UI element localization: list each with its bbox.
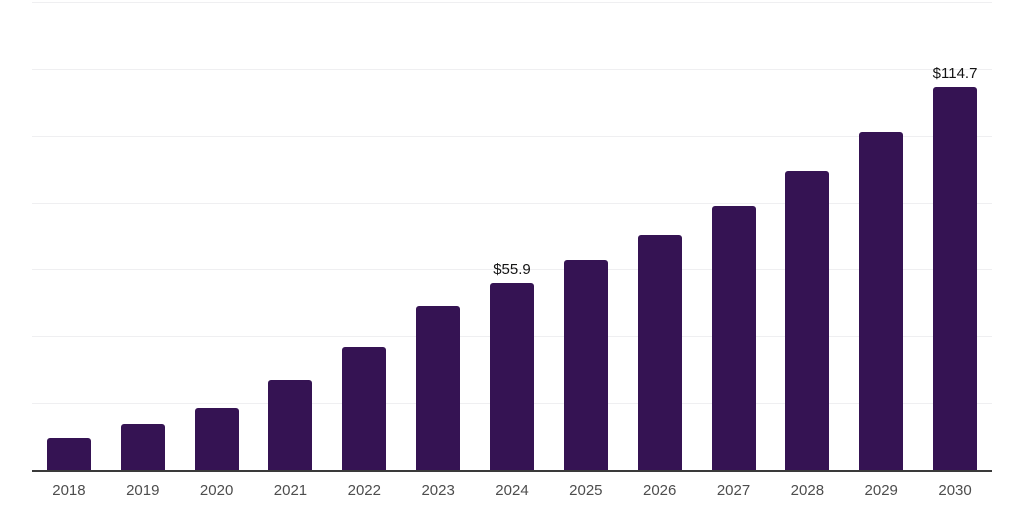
bar-slot-2018: [32, 2, 106, 470]
x-tick-label-2025: 2025: [569, 482, 603, 499]
plot-area: $55.9 $114.7: [32, 0, 992, 472]
bar-2030: [933, 86, 978, 470]
bar-slot-2029: [844, 2, 918, 470]
bar-slot-2027: [697, 2, 771, 470]
bar-2022: [342, 346, 387, 470]
bar-slot-2024: $55.9: [475, 2, 549, 470]
gridline-y-60: [32, 269, 992, 271]
bar-slot-2026: [623, 2, 697, 470]
bar-2026: [637, 234, 682, 470]
bar-slot-2019: [106, 2, 180, 470]
bar-series: $55.9 $114.7: [32, 2, 992, 470]
data-label-2024: $55.9: [493, 261, 531, 279]
bar-slot-2030: $114.7: [918, 2, 992, 470]
gridline-y-100: [32, 135, 992, 137]
x-tick-label-2026: 2026: [642, 482, 677, 499]
x-tick-label-2021: 2021: [273, 482, 308, 499]
bar-2024: [489, 283, 534, 470]
x-tick-label-2029: 2029: [864, 482, 898, 499]
x-tick-label-2027: 2027: [716, 482, 751, 499]
gridline-y-80: [32, 202, 992, 204]
x-tick-label-2024: 2024: [495, 482, 529, 499]
x-axis-tick-labels: 2018 2019 2020 2021 2022 2023 2024 2025 2026 2027…: [32, 481, 992, 501]
bar-2027: [711, 205, 756, 470]
bar-2025: [563, 260, 608, 470]
bar-slot-2028: [770, 2, 844, 470]
x-tick-label-2022: 2022: [347, 482, 381, 499]
bar-slot-2021: [254, 2, 328, 470]
x-tick-label-2020: 2020: [199, 482, 234, 499]
bar-slot-2025: [549, 2, 623, 470]
bar-2018: [46, 438, 91, 470]
bar-slot-2022: [327, 2, 401, 470]
x-tick-label-2028: 2028: [790, 482, 825, 499]
bar-2020: [194, 408, 239, 470]
bar-2029: [859, 132, 904, 470]
bar-slot-2023: [401, 2, 475, 470]
bar-2019: [120, 424, 165, 470]
gridline-y-140: [32, 2, 992, 3]
x-tick-label-2019: 2019: [126, 482, 160, 499]
bar-2021: [268, 380, 313, 470]
bar-2023: [416, 305, 461, 470]
x-axis-line: [32, 470, 992, 472]
x-tick-label-2018: 2018: [52, 482, 86, 499]
bar-slot-2020: [180, 2, 254, 470]
gridline-y-120: [32, 68, 992, 70]
data-label-2030: $114.7: [932, 64, 978, 82]
x-tick-label-2023: 2023: [421, 482, 455, 499]
bar-2028: [785, 170, 830, 470]
x-tick-label-2030: 2030: [938, 482, 972, 499]
